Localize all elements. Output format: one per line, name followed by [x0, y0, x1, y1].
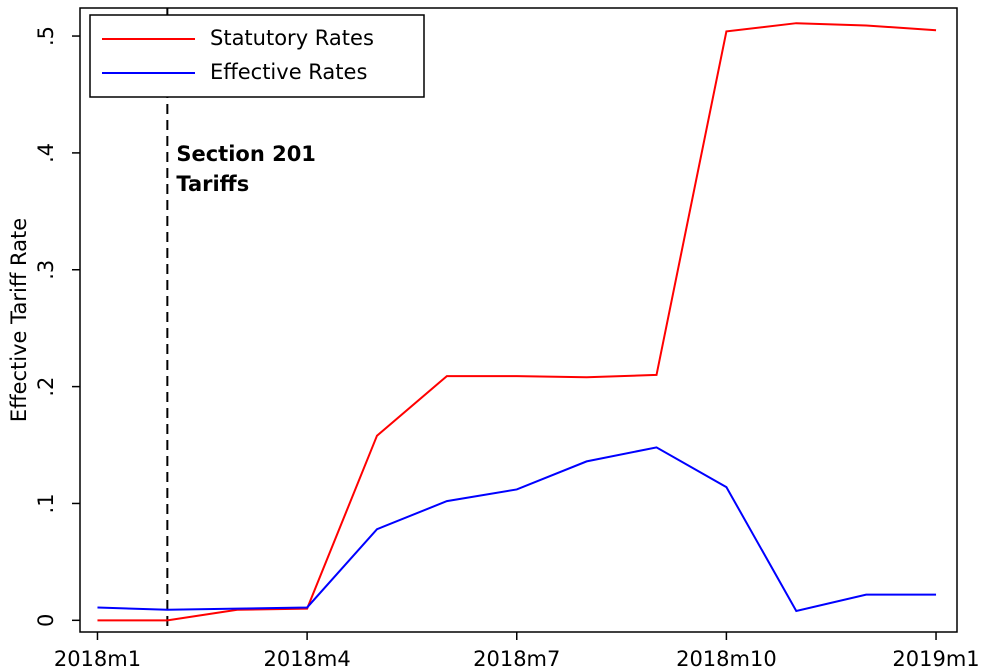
- x-tick-label: 2018m1: [54, 647, 141, 671]
- x-tick-label: 2018m4: [263, 647, 350, 671]
- series-line: [97, 446, 937, 613]
- x-tick-label: 2018m10: [676, 647, 777, 671]
- annotation: Tariffs: [176, 172, 249, 196]
- annotation: Section 201: [176, 142, 316, 166]
- x-tick-label: 2019m1: [892, 647, 979, 671]
- x-tick-label: 2018m7: [473, 647, 560, 671]
- legend-box: [89, 14, 425, 98]
- legend-label: Statutory Rates: [210, 26, 374, 50]
- y-tick-label: 0: [34, 614, 58, 627]
- plot-frame: [79, 7, 958, 633]
- legend-label: Effective Rates: [210, 60, 367, 84]
- y-tick-label: .1: [34, 493, 58, 513]
- y-tick-label: .2: [34, 377, 58, 397]
- y-tick-label: .4: [34, 143, 58, 163]
- y-tick-label: .5: [34, 26, 58, 46]
- y-tick-label: .3: [34, 260, 58, 280]
- series-line: [97, 22, 937, 622]
- y-axis-label: Effective Tariff Rate: [7, 218, 31, 422]
